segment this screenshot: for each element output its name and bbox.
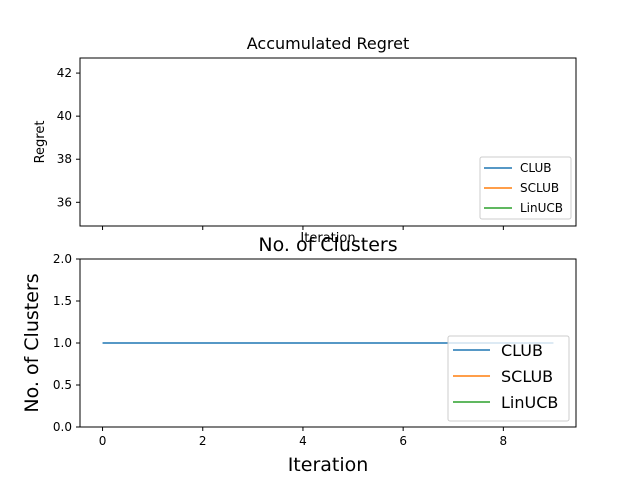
clusters-chart-title: No. of Clusters bbox=[258, 234, 397, 256]
clusters-legend: CLUB SCLUB LinUCB bbox=[447, 335, 570, 422]
clusters-x-axis-label: Iteration bbox=[288, 454, 369, 476]
clusters-x-tick-label: 4 bbox=[299, 434, 307, 448]
clusters-x-ticks: 0 2 4 6 8 bbox=[99, 427, 507, 448]
clusters-x-tick-label: 0 bbox=[99, 434, 107, 448]
clusters-legend-sclub-label: SCLUB bbox=[501, 367, 553, 386]
regret-legend-club-label: CLUB bbox=[520, 161, 551, 175]
regret-y-axis-label: Regret bbox=[33, 121, 48, 164]
regret-subplot: Accumulated Regret 36 38 40 42 Regret Itera… bbox=[33, 34, 577, 246]
regret-y-ticks: 36 38 40 42 bbox=[57, 66, 80, 209]
clusters-x-tick-label: 6 bbox=[399, 434, 407, 448]
regret-y-tick-label: 38 bbox=[57, 152, 72, 166]
clusters-y-tick-label: 1.5 bbox=[53, 294, 72, 308]
regret-chart-title: Accumulated Regret bbox=[247, 34, 409, 53]
clusters-legend-linucb-label: LinUCB bbox=[501, 393, 558, 412]
regret-legend-sclub-label: SCLUB bbox=[520, 181, 559, 195]
regret-legend-box bbox=[479, 156, 572, 220]
regret-y-tick-label: 42 bbox=[57, 66, 72, 80]
clusters-subplot: No. of Clusters 0.0 0.5 1.0 1.5 2.0 0 2 4 6 8 No… bbox=[21, 234, 577, 476]
regret-y-tick-label: 36 bbox=[57, 195, 72, 209]
clusters-y-ticks: 0.0 0.5 1.0 1.5 2.0 bbox=[53, 252, 80, 434]
regret-y-tick-label: 40 bbox=[57, 109, 72, 123]
clusters-y-tick-label: 0.5 bbox=[53, 378, 72, 392]
clusters-y-tick-label: 2.0 bbox=[53, 252, 72, 266]
clusters-y-tick-label: 1.0 bbox=[53, 336, 72, 350]
regret-x-axis-label: Iteration bbox=[300, 231, 355, 246]
clusters-legend-club-label: CLUB bbox=[501, 341, 543, 360]
regret-legend: CLUB SCLUB LinUCB bbox=[479, 156, 572, 220]
clusters-x-tick-label: 2 bbox=[199, 434, 207, 448]
clusters-y-axis-label: No. of Clusters bbox=[21, 273, 43, 412]
clusters-y-tick-label: 0.0 bbox=[53, 420, 72, 434]
clusters-x-tick-label: 8 bbox=[500, 434, 508, 448]
clusters-legend-box bbox=[447, 335, 570, 422]
regret-legend-linucb-label: LinUCB bbox=[520, 201, 563, 215]
regret-x-ticks bbox=[102, 226, 504, 230]
